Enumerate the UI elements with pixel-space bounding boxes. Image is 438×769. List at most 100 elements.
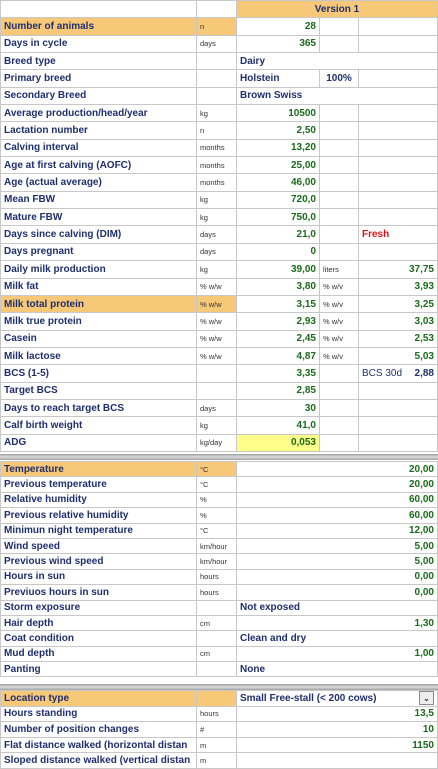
value-input-casein[interactable]: 2,45 [237,330,320,348]
unit-cell [197,87,237,106]
row-label-temperature: Temperature [1,462,197,478]
value-input-lactation-number[interactable]: 2,50 [237,122,320,140]
row-label-mud-depth: Mud depth [1,646,197,663]
value-input-mature-fbw[interactable]: 750,0 [237,209,320,227]
secondary-unit: % w/v [320,278,359,296]
row-label-minimun-night-temperature: Minimun night temperature [1,523,197,539]
unit-cell [197,382,237,400]
row-label-days-pregnant: Days pregnant [1,243,197,262]
value-text-primary-breed[interactable]: Holstein [237,70,320,88]
value-input-daily-milk-production[interactable]: 39,00 [237,261,320,279]
value-text-panting[interactable]: None [237,662,438,678]
unit-cell: kg [197,261,237,279]
unit-cell: % w/w [197,278,237,296]
secondary-unit [320,434,359,452]
value-input-previous-wind-speed[interactable]: 5,00 [237,554,438,570]
value-input-mud-depth[interactable]: 1,00 [237,646,438,663]
value-text-storm-exposure[interactable]: Not exposed [237,600,438,616]
value-input-days-pregnant[interactable]: 0 [237,243,320,262]
value-input-hours-standing[interactable]: 13,5 [237,706,438,723]
converted-value [359,174,438,192]
location-type-select[interactable]: Small Free-stall (< 200 cows) ⌄ [237,691,438,707]
value-input-adg[interactable]: 0,053 [237,434,320,452]
row-label-lactation-number: Lactation number [1,122,197,140]
value-input-number-of-animals[interactable]: 28 [237,18,320,36]
secondary-unit [320,174,359,192]
value-input-days-in-cycle[interactable]: 365 [237,35,320,54]
value-input-relative-humidity[interactable]: 60,00 [237,492,438,509]
value-input-age-at-first-calving-aofc[interactable]: 25,00 [237,157,320,175]
row-label-mean-fbw: Mean FBW [1,191,197,210]
unit-cell: hours [197,585,237,601]
row-label-panting: Panting [1,662,197,678]
value-text-breed-type[interactable]: Dairy [237,53,438,71]
value-text-secondary-breed[interactable]: Brown Swiss [237,87,438,106]
value-input-wind-speed[interactable]: 5,00 [237,538,438,555]
converted-value [359,434,438,452]
row-label-days-to-reach-target-bcs: Days to reach target BCS [1,399,197,418]
value-input-milk-true-protein[interactable]: 2,93 [237,313,320,331]
row-label-average-production-head-year: Average production/head/year [1,105,197,123]
value-input-hours-in-sun[interactable]: 0,00 [237,569,438,586]
row-label-sloped-distance-walked-vertical-distan: Sloped distance walked (vertical distan [1,753,197,769]
unit-cell: months [197,174,237,192]
row-label-previous-wind-speed: Previous wind speed [1,554,197,570]
value-input-days-since-calving-dim[interactable]: 21,0 [237,226,320,244]
secondary-unit: % w/v [320,313,359,331]
value-input-bcs-1-5[interactable]: 3,35 [237,365,320,383]
row-label-casein: Casein [1,330,197,348]
value-input-age-actual-average[interactable]: 46,00 [237,174,320,192]
row-label-milk-total-protein: Milk total protein [1,295,197,314]
value-input-target-bcs[interactable]: 2,85 [237,382,320,400]
value-input-calving-interval[interactable]: 13,20 [237,139,320,158]
secondary-unit [320,399,359,418]
converted-value [359,399,438,418]
unit-cell: % w/w [197,330,237,348]
value-input-sloped-distance-walked-vertical-distan[interactable] [237,753,438,769]
chevron-down-icon[interactable]: ⌄ [419,691,434,706]
row-label-relative-humidity: Relative humidity [1,492,197,509]
secondary-unit [320,417,359,435]
unit-cell: m [197,737,237,754]
unit-cell: °C [197,477,237,493]
row-label-target-bcs: Target BCS [1,382,197,400]
unit-cell: cm [197,646,237,663]
bcs-30d-label: BCS 30d [362,367,403,379]
value-input-flat-distance-walked-horizontal-distan[interactable]: 1150 [237,737,438,754]
value-input-days-to-reach-target-bcs[interactable]: 30 [237,399,320,418]
value-input-milk-fat[interactable]: 3,80 [237,278,320,296]
value-input-average-production-head-year[interactable]: 10500 [237,105,320,123]
value-input-minimun-night-temperature[interactable]: 12,00 [237,523,438,539]
secondary-unit: % w/v [320,295,359,314]
value-input-temperature[interactable]: 20,00 [237,462,438,478]
environment-grid: Temperature °C 20,00 Previous temperature °C… [0,461,438,678]
value-text-coat-condition[interactable]: Clean and dry [237,631,438,647]
row-label-location-type: Location type [1,691,197,707]
section-divider [0,684,438,690]
value-input-previous-temperature[interactable]: 20,00 [237,477,438,493]
value-input-milk-lactose[interactable]: 4,87 [237,347,320,366]
converted-value [359,35,438,54]
value-input-hair-depth[interactable]: 1,30 [237,615,438,632]
converted-value [359,157,438,175]
unit-cell: % [197,508,237,524]
unit-cell: % w/w [197,347,237,366]
row-label-storm-exposure: Storm exposure [1,600,197,616]
unit-cell: kg/day [197,434,237,452]
value-input-previuos-hours-in-sun[interactable]: 0,00 [237,585,438,601]
row-label-breed-type: Breed type [1,53,197,71]
unit-cell: kg [197,417,237,435]
secondary-unit [320,365,359,383]
value-input-milk-total-protein[interactable]: 3,15 [237,295,320,314]
secondary-unit [320,243,359,262]
unit-cell [197,53,237,71]
header-blank-unit [197,1,237,19]
value-input-previous-relative-humidity[interactable]: 60,00 [237,508,438,524]
bcs-30d: BCS 30d 2,88 [359,365,438,383]
secondary-unit [320,122,359,140]
breed-percent[interactable]: 100% [320,70,359,88]
value-input-calf-birth-weight[interactable]: 41,0 [237,417,320,435]
value-input-mean-fbw[interactable]: 720,0 [237,191,320,210]
value-input-number-of-position-changes[interactable]: 10 [237,722,438,738]
row-label-flat-distance-walked-horizontal-distan: Flat distance walked (horizontal distan [1,737,197,754]
